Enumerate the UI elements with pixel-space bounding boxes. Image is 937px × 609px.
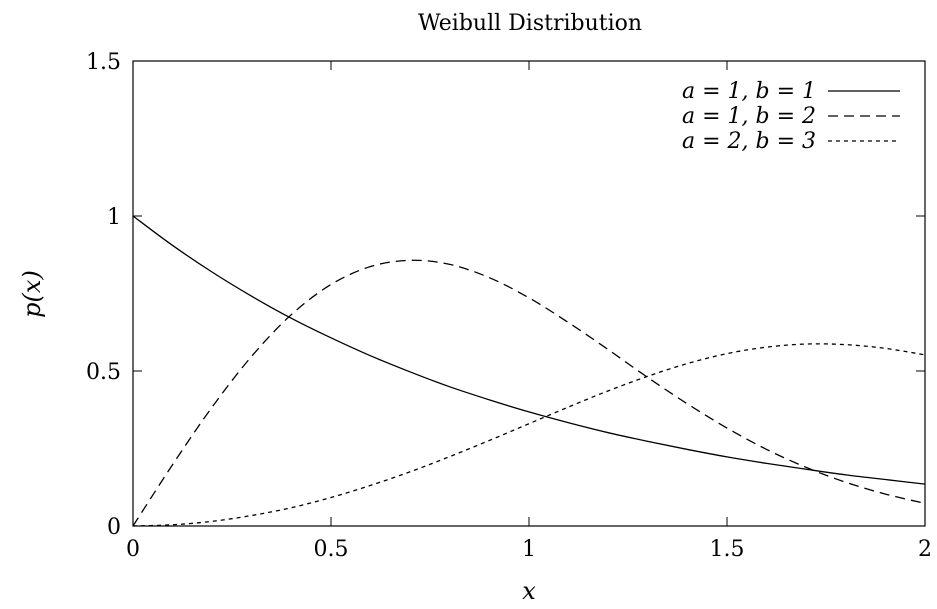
- y-tick-label: 0: [107, 515, 121, 540]
- x-tick-label: 0: [126, 537, 140, 562]
- series-layer: [132, 215, 926, 527]
- series-line-2: [132, 259, 926, 527]
- y-tick-label: 1: [107, 205, 121, 230]
- y-tick-label: 0.5: [86, 360, 121, 385]
- y-axis-label: p(x): [18, 270, 46, 318]
- x-tick-label: 1.5: [710, 537, 745, 562]
- legend: a = 1, b = 1a = 1, b = 2a = 2, b = 3: [682, 79, 900, 154]
- chart-title: Weibull Distribution: [418, 11, 642, 36]
- x-tick-label: 0.5: [314, 537, 349, 562]
- legend-label-3: a = 2, b = 3: [682, 129, 816, 154]
- x-tick-label: 1: [522, 537, 536, 562]
- x-tick-label: 2: [918, 537, 932, 562]
- ticks-layer: 0 0.5 1 1.5 2 0 0.5 1 1.5: [86, 50, 932, 562]
- x-axis-label: x: [522, 577, 536, 605]
- legend-label-1: a = 1, b = 1: [682, 79, 816, 104]
- legend-label-2: a = 1, b = 2: [682, 104, 816, 129]
- series-line-1: [132, 215, 926, 485]
- series-line-3: [132, 343, 926, 527]
- y-tick-label: 1.5: [86, 50, 121, 75]
